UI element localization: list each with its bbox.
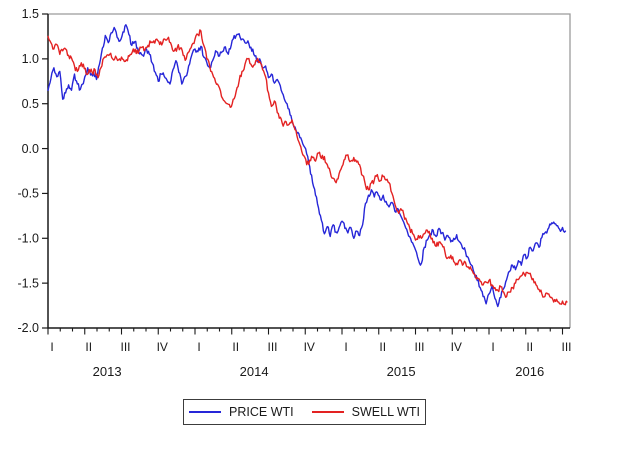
legend-label: PRICE WTI <box>229 405 294 419</box>
y-axis: 1.5 1.0 0.5 0.0 -0.5 -1.0 -1.5 -2.0 <box>17 7 48 335</box>
plot-border-top-right <box>48 13 571 328</box>
x-quarter-label: III <box>561 340 571 354</box>
x-quarter-label: II <box>232 340 239 354</box>
y-tick-label: -2.0 <box>17 321 39 335</box>
x-quarter-label: I <box>197 340 200 354</box>
series-line-swell-wti <box>47 29 568 306</box>
y-tick-label: 1.0 <box>22 52 39 66</box>
series-line-price-wti <box>47 24 567 308</box>
y-tick-label: 0.0 <box>22 142 39 156</box>
legend-label: SWELL WTI <box>351 405 420 419</box>
legend-line-sample-red <box>311 411 344 413</box>
x-quarter-label: IV <box>157 340 168 354</box>
x-quarter-label: II <box>526 340 533 354</box>
x-quarter-label: I <box>50 340 53 354</box>
x-quarter-label: III <box>414 340 424 354</box>
chart-legend: PRICE WTI SWELL WTI <box>183 399 426 425</box>
x-year-label: 2015 <box>387 364 416 379</box>
x-quarter-label: IV <box>451 340 462 354</box>
x-year-label: 2014 <box>240 364 269 379</box>
series-lines <box>47 24 568 308</box>
x-year-label: 2013 <box>93 364 122 379</box>
x-quarter-label: III <box>120 340 130 354</box>
legend-item-swell-wti: SWELL WTI <box>311 405 420 419</box>
x-quarter-label: II <box>379 340 386 354</box>
y-tick-label: -1.5 <box>17 276 39 290</box>
y-tick-label: -0.5 <box>17 187 39 201</box>
legend-line-sample-blue <box>189 411 222 413</box>
y-tick-label: 1.5 <box>22 7 39 21</box>
x-quarter-label: II <box>85 340 92 354</box>
y-tick-label: 0.5 <box>22 97 39 111</box>
y-tick-label: -1.0 <box>17 231 39 245</box>
x-year-label: 2016 <box>515 364 544 379</box>
x-quarter-label: I <box>491 340 494 354</box>
x-quarter-label: III <box>267 340 277 354</box>
x-quarter-label: IV <box>304 340 315 354</box>
legend-item-price-wti: PRICE WTI <box>189 405 294 419</box>
x-quarter-label: I <box>344 340 347 354</box>
